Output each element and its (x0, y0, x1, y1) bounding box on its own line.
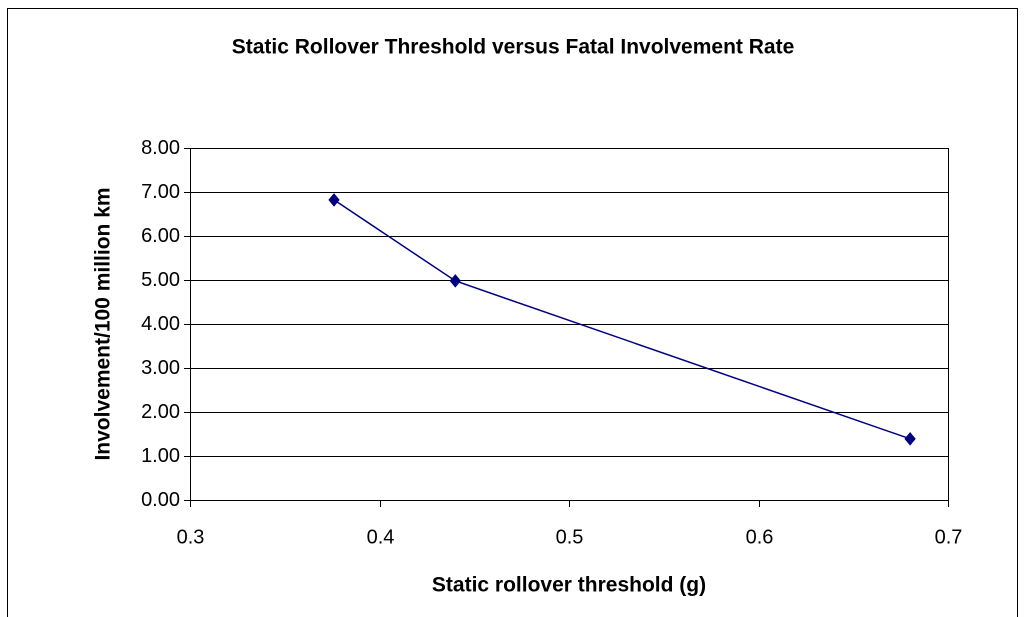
marker (449, 274, 461, 288)
chart-frame (7, 8, 1018, 617)
y-tick-label: 8.00 (141, 137, 180, 159)
y-axis-title: Involvement/100 million km (92, 187, 115, 460)
y-tick-label: 0.00 (141, 489, 180, 511)
x-tick-label: 0.7 (935, 526, 963, 548)
chart-title: Static Rollover Threshold versus Fatal I… (232, 36, 795, 59)
y-tick-label: 6.00 (141, 225, 180, 247)
y-tick-label: 2.00 (141, 401, 180, 423)
y-tick-label: 1.00 (141, 445, 180, 467)
x-tick-label: 0.4 (367, 526, 395, 548)
y-tick-label: 3.00 (141, 357, 180, 379)
marker (904, 432, 916, 446)
y-tick-label: 4.00 (141, 313, 180, 335)
y-tick-label: 7.00 (141, 181, 180, 203)
marker (328, 193, 340, 207)
y-tick-label: 5.00 (141, 269, 180, 291)
x-tick-label: 0.6 (746, 526, 774, 548)
x-tick-label: 0.3 (177, 526, 205, 548)
x-axis-title: Static rollover threshold (g) (432, 574, 706, 597)
x-tick-label: 0.5 (556, 526, 584, 548)
